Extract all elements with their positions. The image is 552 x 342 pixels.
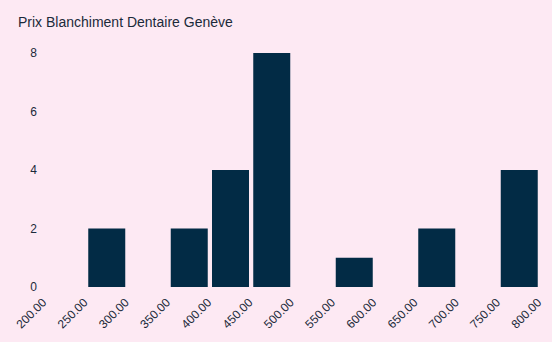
svg-text:6: 6 [30, 105, 37, 119]
svg-text:250.00: 250.00 [55, 295, 91, 331]
svg-text:400.00: 400.00 [179, 295, 215, 331]
svg-text:500.00: 500.00 [261, 295, 297, 331]
svg-text:750.00: 750.00 [467, 295, 503, 331]
svg-text:0: 0 [30, 280, 37, 294]
svg-text:800.00: 800.00 [509, 295, 544, 331]
svg-text:4: 4 [30, 163, 37, 177]
svg-text:550.00: 550.00 [302, 295, 338, 331]
svg-text:450.00: 450.00 [220, 295, 256, 331]
svg-text:700.00: 700.00 [426, 295, 462, 331]
svg-text:600.00: 600.00 [344, 295, 380, 331]
svg-text:350.00: 350.00 [137, 295, 173, 331]
svg-text:200.00: 200.00 [14, 295, 50, 331]
svg-text:2: 2 [30, 222, 37, 236]
svg-text:300.00: 300.00 [96, 295, 132, 331]
svg-text:8: 8 [30, 46, 37, 60]
svg-text:650.00: 650.00 [385, 295, 421, 331]
html-text:Prix Blanchiment Dentaire Genè: Prix Blanchiment Dentaire Genève [18, 14, 233, 30]
